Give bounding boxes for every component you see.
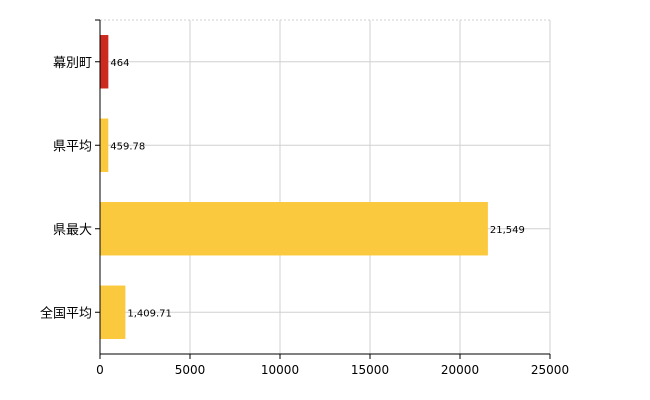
labels: 464 幕別町 459.78 県平均 21,549 県最大 1,409.71 全国平均 0 500… [40,56,569,377]
category-label-4: 全国平均 [40,305,92,321]
category-label-1: 幕別町 [53,56,92,71]
category-label-3: 県最大 [53,223,92,238]
bars [100,35,488,339]
x-tick-label: 25000 [531,363,569,377]
bar-2 [100,118,109,172]
x-tick-label: 10000 [261,363,299,377]
x-tick-label: 0 [96,363,104,377]
axes [95,19,551,359]
bar-1 [100,35,109,89]
data-label-2: 459.78 [110,141,145,152]
grid-lines [99,19,551,354]
category-label-2: 県平均 [53,139,92,154]
data-label-3: 21,549 [490,225,525,236]
x-tick-label: 15000 [351,363,389,377]
bar-4 [100,285,126,339]
data-label-4: 1,409.71 [127,308,172,319]
x-tick-label: 20000 [441,363,479,377]
data-label-1: 464 [110,58,129,69]
bar-3 [100,202,488,256]
x-tick-label: 5000 [175,363,206,377]
